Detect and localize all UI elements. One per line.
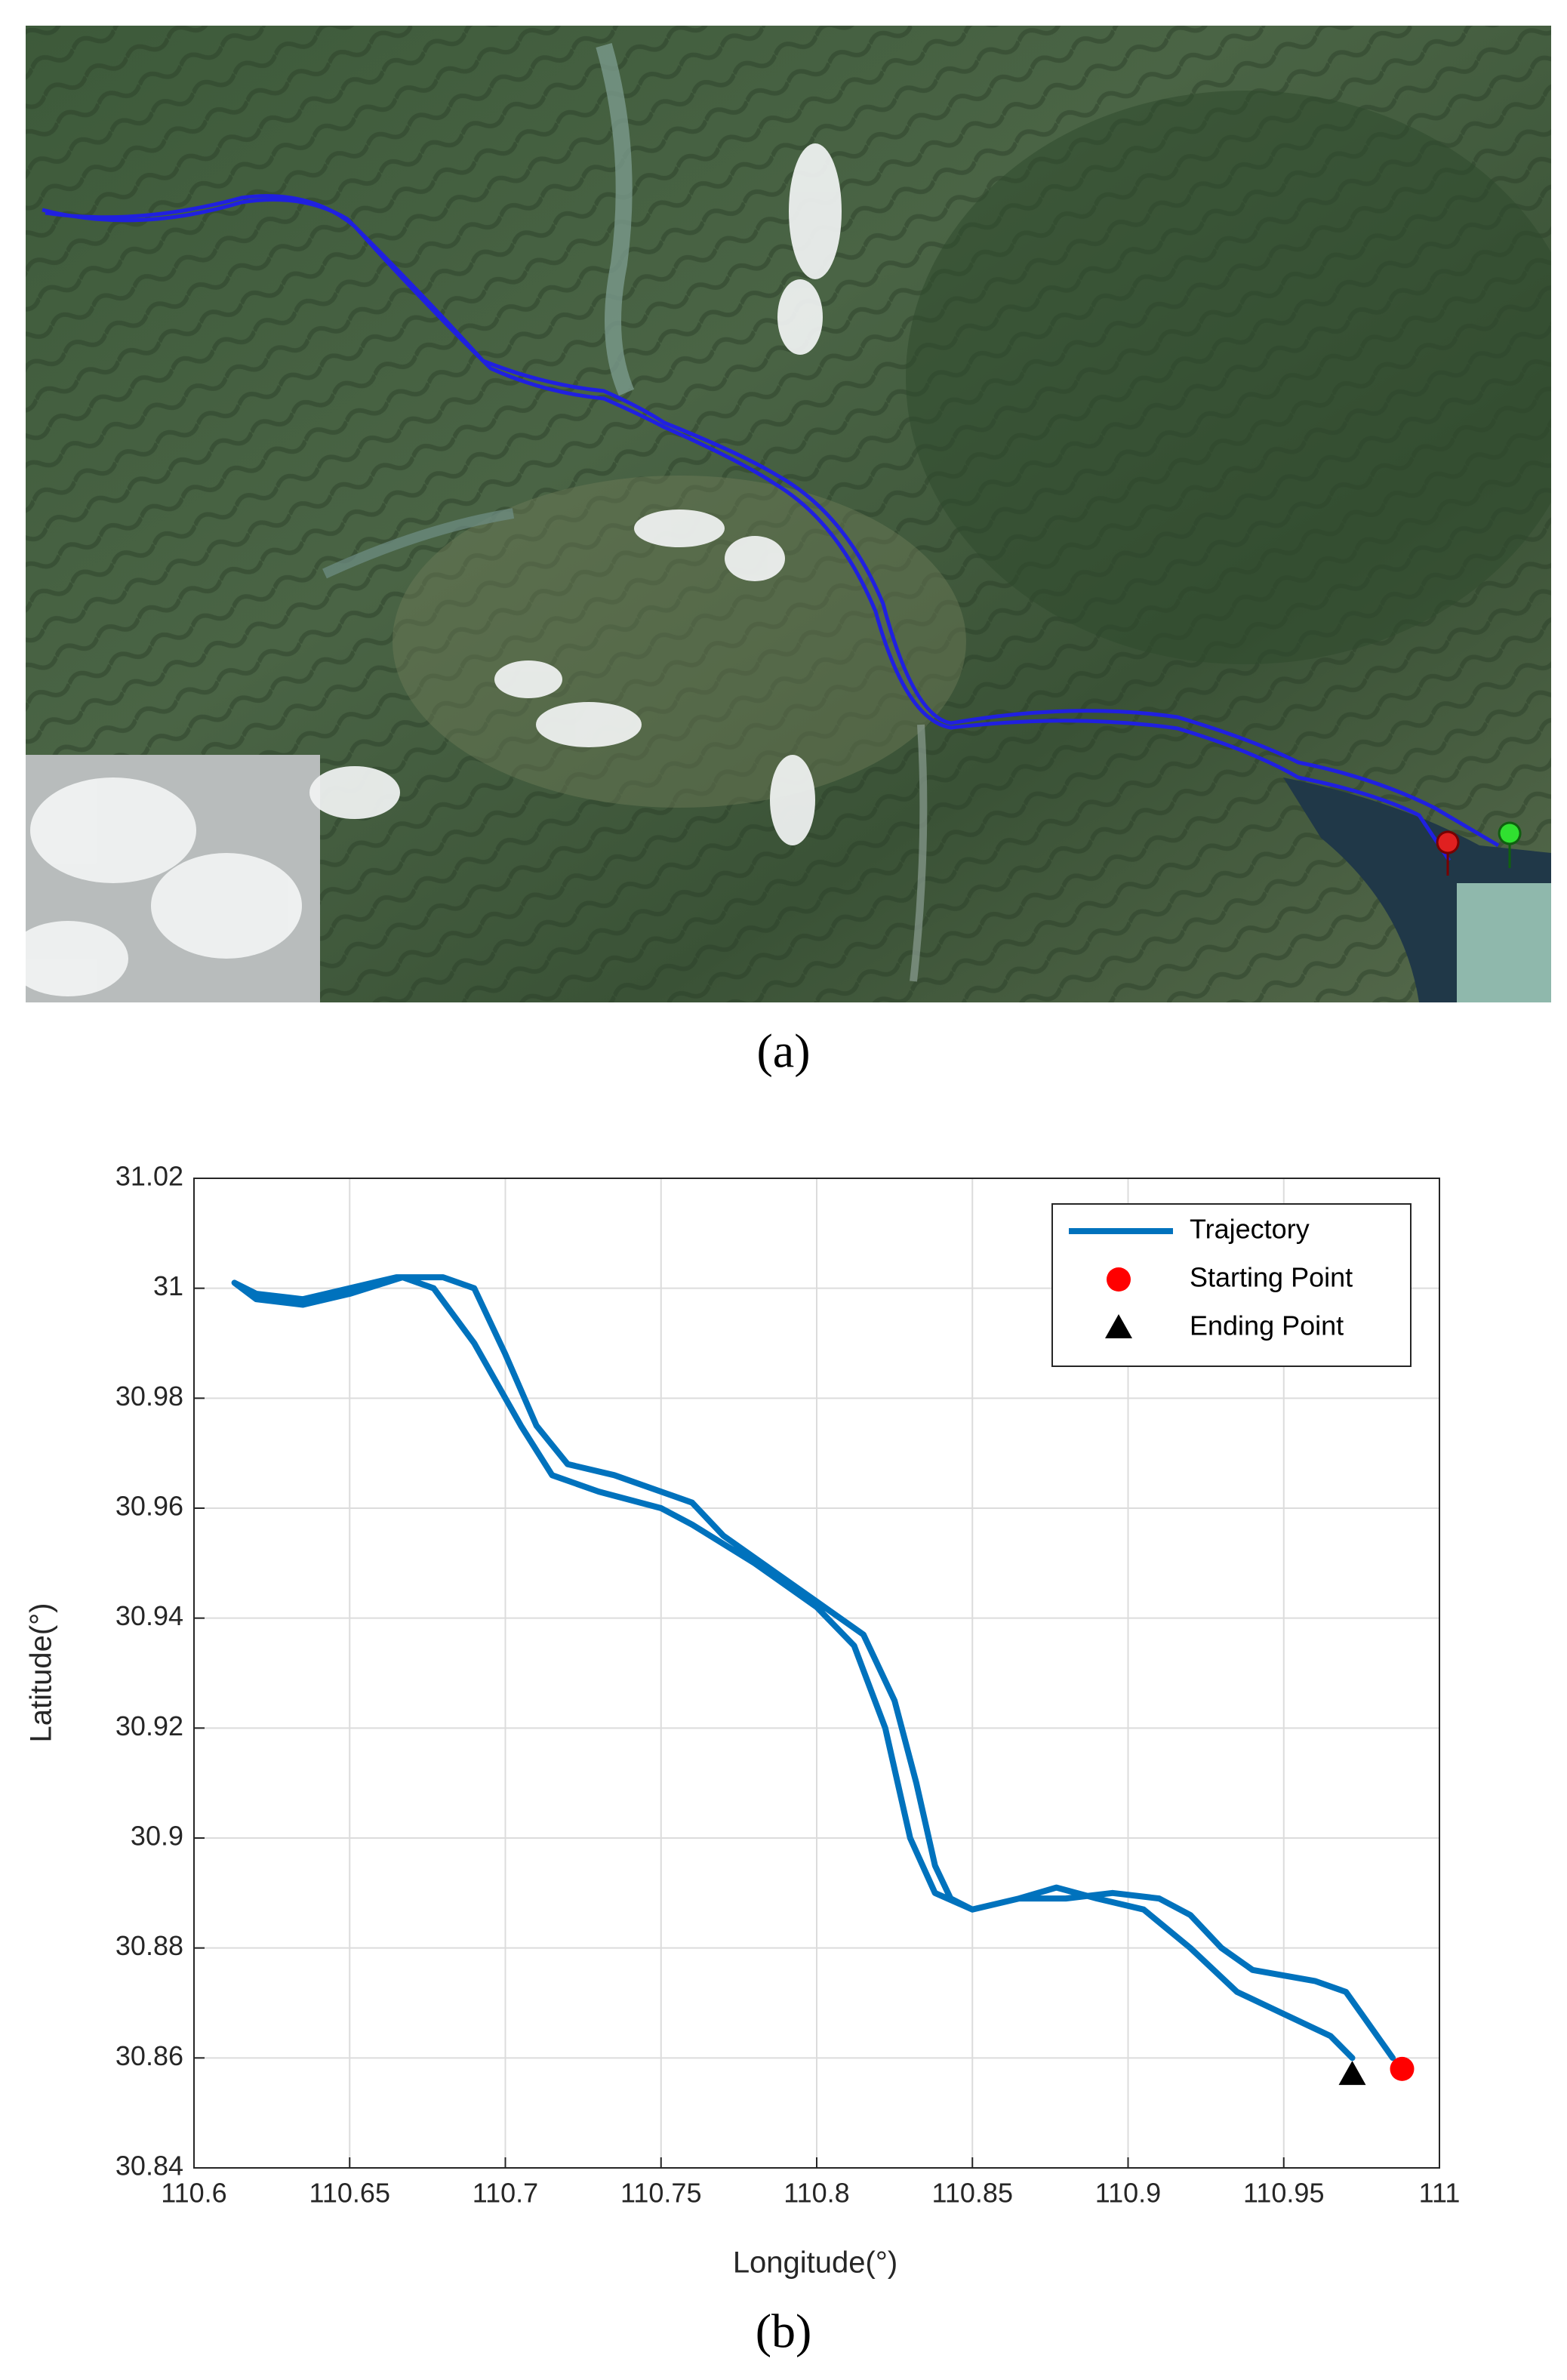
- trajectory-line: [231, 1274, 1396, 2061]
- x-tick-label: 110.65: [309, 2178, 390, 2209]
- y-tick-label: 30.96: [115, 1491, 183, 1522]
- legend-swatch: [1107, 1267, 1131, 1292]
- y-tick-label: 30.9: [131, 1821, 183, 1852]
- panel-label: (b): [756, 2305, 812, 2358]
- satellite-map: [26, 26, 1551, 1002]
- y-tick-label: 30.86: [115, 2040, 183, 2071]
- x-tick-label: 110.6: [161, 2178, 226, 2209]
- start-point: [1390, 2056, 1415, 2081]
- y-tick-label: 30.88: [115, 1930, 183, 1961]
- axes-box: [193, 1178, 1440, 2169]
- y-tick-label: 30.84: [115, 2151, 183, 2181]
- x-tick-label: 110.8: [784, 2178, 849, 2209]
- map-pin-start: [1436, 830, 1460, 876]
- y-tick-label: 31.02: [115, 1161, 183, 1192]
- y-axis-label: Latitude(°): [25, 1603, 58, 1743]
- x-tick-label: 110.7: [473, 2178, 538, 2209]
- x-tick-label: 111: [1419, 2178, 1461, 2209]
- y-tick-label: 30.98: [115, 1381, 183, 1412]
- legend-swatch: [1105, 1314, 1132, 1338]
- x-tick-label: 110.9: [1095, 2178, 1161, 2209]
- x-axis-label: Longitude(°): [733, 2246, 897, 2280]
- x-tick-label: 110.75: [620, 2178, 701, 2209]
- map-pin-end: [1498, 821, 1522, 869]
- x-tick-label: 110.95: [1243, 2178, 1324, 2209]
- y-tick-label: 30.92: [115, 1710, 183, 1741]
- legend: Trajectory Starting Point Ending Point: [1051, 1203, 1412, 1367]
- legend-label: Trajectory: [1190, 1214, 1310, 1245]
- legend-label: Ending Point: [1190, 1310, 1344, 1341]
- legend-label: Starting Point: [1190, 1262, 1353, 1293]
- x-tick-label: 110.85: [932, 2178, 1013, 2209]
- y-tick-label: 30.94: [115, 1600, 183, 1631]
- end-point: [1338, 2061, 1366, 2086]
- y-tick-label: 31: [153, 1270, 183, 1301]
- panel-label: (a): [756, 1024, 810, 1078]
